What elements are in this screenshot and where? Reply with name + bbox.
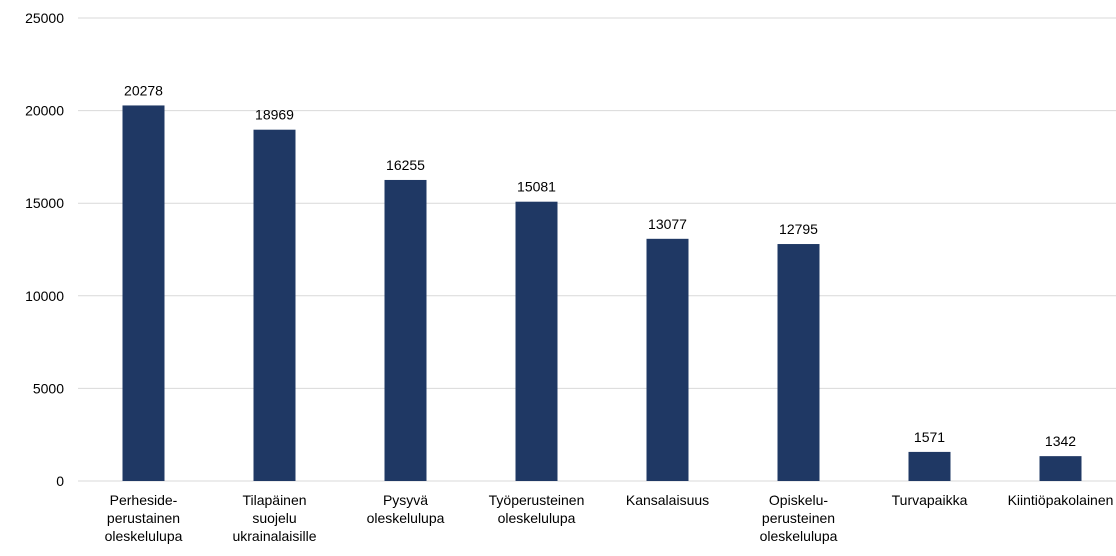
data-label: 1342 xyxy=(1045,433,1076,449)
data-label: 18969 xyxy=(255,107,294,123)
bar xyxy=(122,105,165,481)
bar xyxy=(1039,456,1082,481)
y-tick-label: 25000 xyxy=(25,10,64,26)
bar xyxy=(253,129,296,481)
y-tick-label: 15000 xyxy=(25,195,64,211)
bar xyxy=(646,238,689,481)
y-tick-label: 0 xyxy=(56,473,64,489)
x-tick-label: Opiskelu-perusteinen oleskelulupa xyxy=(760,492,838,544)
data-label: 16255 xyxy=(386,157,425,173)
x-tick-label: Perheside-perustainen oleskelulupa xyxy=(105,492,183,544)
data-label: 1571 xyxy=(914,429,945,445)
data-label: 13077 xyxy=(648,216,687,232)
x-tick-label: Kansalaisuus xyxy=(626,492,709,508)
x-tick-label: Tilapäinen suojelu ukrainalaisille xyxy=(232,492,316,544)
y-tick-label: 20000 xyxy=(25,103,64,119)
bar xyxy=(515,201,558,481)
data-label: 15081 xyxy=(517,179,556,195)
y-tick-label: 10000 xyxy=(25,288,64,304)
data-label: 20278 xyxy=(124,82,163,98)
bar xyxy=(908,451,951,481)
x-tick-label: Työperusteinen oleskelulupa xyxy=(489,492,585,526)
bar xyxy=(777,244,820,481)
x-tick-label: Turvapaikka xyxy=(892,492,968,508)
bar xyxy=(384,179,427,481)
x-tick-label: Pysyvä oleskelulupa xyxy=(367,492,445,526)
data-label: 12795 xyxy=(779,221,818,237)
y-tick-label: 5000 xyxy=(33,380,64,396)
x-tick-label: Kiintiöpakolainen xyxy=(1008,492,1114,508)
